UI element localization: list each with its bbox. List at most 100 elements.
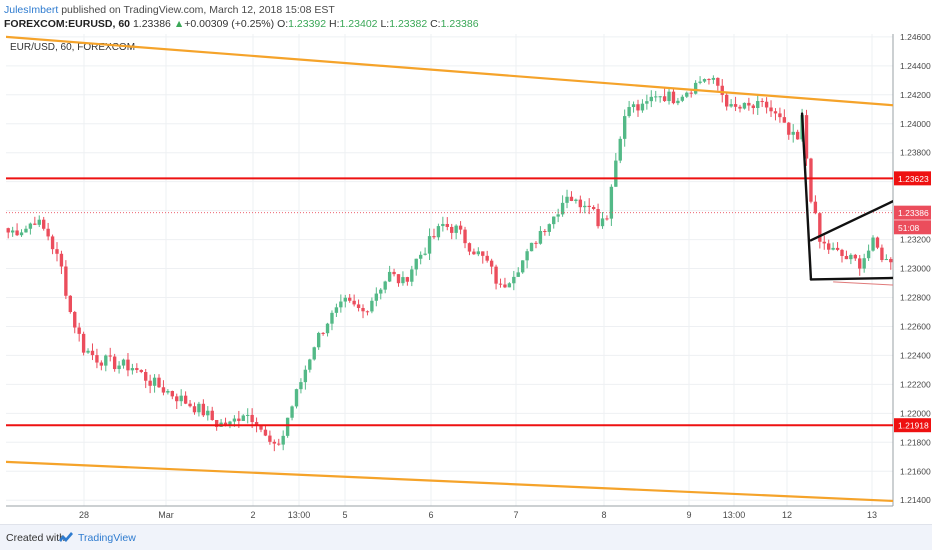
- x-tick-label: 9: [686, 510, 691, 520]
- candle-body: [773, 111, 778, 114]
- published-text: published on TradingView.com, March 12, …: [58, 4, 335, 16]
- candle-body: [135, 368, 139, 370]
- candle-body: [574, 199, 578, 201]
- high-value: 1.23402: [339, 18, 378, 30]
- tradingview-brand-link[interactable]: TradingView: [78, 532, 136, 544]
- candle-body: [809, 158, 813, 202]
- candle-body: [476, 251, 481, 255]
- candle-body: [862, 258, 866, 269]
- chart-series-label: EUR/USD, 60, FOREXCOM: [10, 42, 135, 53]
- candle-body: [241, 415, 245, 421]
- trendline-black-upper: [809, 200, 893, 242]
- candle-body: [206, 410, 210, 416]
- candle-body: [432, 236, 436, 238]
- candle-body: [55, 249, 59, 254]
- open-value: 1.23392: [288, 18, 327, 30]
- candle-body: [157, 377, 161, 388]
- candle-body: [33, 223, 37, 225]
- candle-body: [405, 277, 410, 282]
- candle-body: [472, 251, 476, 255]
- candle-body: [361, 307, 365, 312]
- candle-body: [640, 103, 645, 111]
- y-tick-label: 1.24600: [900, 32, 931, 42]
- candle-body: [117, 365, 121, 370]
- candle-body: [343, 297, 347, 302]
- candle-body: [175, 396, 179, 402]
- candle-body: [685, 92, 689, 97]
- candle-body: [148, 380, 152, 386]
- candle-body: [294, 389, 299, 407]
- candle-body: [334, 307, 339, 313]
- candle-body: [538, 230, 543, 244]
- candle-body: [450, 226, 454, 233]
- candle-body: [760, 101, 764, 103]
- candle-body: [86, 350, 90, 353]
- candle-body: [880, 247, 884, 261]
- candle-body: [667, 91, 671, 102]
- candle-body: [654, 96, 658, 98]
- candle-body: [645, 101, 649, 104]
- candle-body: [130, 368, 135, 371]
- candle-body: [507, 283, 512, 288]
- candle-body: [525, 251, 529, 261]
- candle-body: [614, 160, 618, 187]
- y-tick-label: 1.24400: [900, 61, 931, 71]
- candle-body: [166, 391, 170, 393]
- candle-body: [844, 255, 849, 260]
- candle-body: [46, 228, 50, 237]
- candle-body: [268, 435, 272, 442]
- trendline-black-drop: [800, 112, 813, 281]
- x-tick-label: 2: [250, 510, 255, 520]
- candle-body: [303, 369, 308, 383]
- trendline-orange-resistance: [6, 35, 893, 107]
- candle-body: [827, 243, 831, 250]
- candle-body: [112, 356, 117, 370]
- candle-body: [414, 258, 418, 270]
- y-tick-label: 1.22400: [900, 350, 931, 360]
- candle-body: [214, 419, 219, 427]
- candle-body: [299, 382, 303, 390]
- candle-body: [516, 272, 520, 277]
- candle-body: [840, 249, 844, 256]
- x-tick-label: 13:00: [723, 510, 746, 520]
- candle-body: [6, 228, 10, 233]
- price-label-box: [894, 220, 931, 235]
- price-chart[interactable]: 1.24600 1.24400 1.24200 1.24000 1.23800 1.236…: [0, 0, 932, 524]
- y-tick-label: 1.23000: [900, 264, 931, 274]
- candle-body: [578, 199, 583, 208]
- candle-body: [534, 242, 538, 244]
- ohlc-legend: FOREXCOM:EURUSD, 60 1.23386 ▲+0.00309 (+…: [4, 18, 479, 30]
- candle-body: [725, 94, 729, 107]
- candle-body: [121, 359, 126, 366]
- candle-body: [50, 236, 55, 250]
- close-value: 1.23386: [440, 18, 479, 30]
- candle-body: [875, 237, 880, 248]
- candle-body: [547, 224, 551, 232]
- candle-body: [272, 441, 277, 444]
- candle-body: [835, 247, 840, 250]
- candle-body: [370, 300, 374, 312]
- candle-body: [396, 274, 401, 284]
- x-tick-label: Mar: [158, 510, 174, 520]
- candle-body: [702, 79, 707, 82]
- candle-body: [831, 247, 835, 250]
- y-tick-label: 1.22800: [900, 293, 931, 303]
- candle-body: [59, 253, 64, 267]
- candle-body: [729, 104, 733, 107]
- candle-body: [813, 201, 818, 214]
- candle-body: [485, 255, 489, 261]
- candle-body: [24, 228, 28, 233]
- candle-body: [228, 421, 232, 426]
- x-tick-label: 5: [342, 510, 347, 520]
- tradingview-logo-icon[interactable]: [58, 530, 74, 544]
- author-link[interactable]: JulesImbert: [4, 4, 59, 16]
- y-tick-label: 1.23800: [900, 148, 931, 158]
- published-info: JulesImbert published on TradingView.com…: [4, 4, 335, 16]
- candle-body: [552, 216, 556, 225]
- candle-body: [858, 258, 862, 269]
- candle-body: [316, 332, 321, 348]
- x-tick-label: 28: [79, 510, 89, 520]
- candle-body: [339, 301, 343, 308]
- candle-body: [64, 266, 68, 296]
- y-tick-label: 1.24200: [900, 90, 931, 100]
